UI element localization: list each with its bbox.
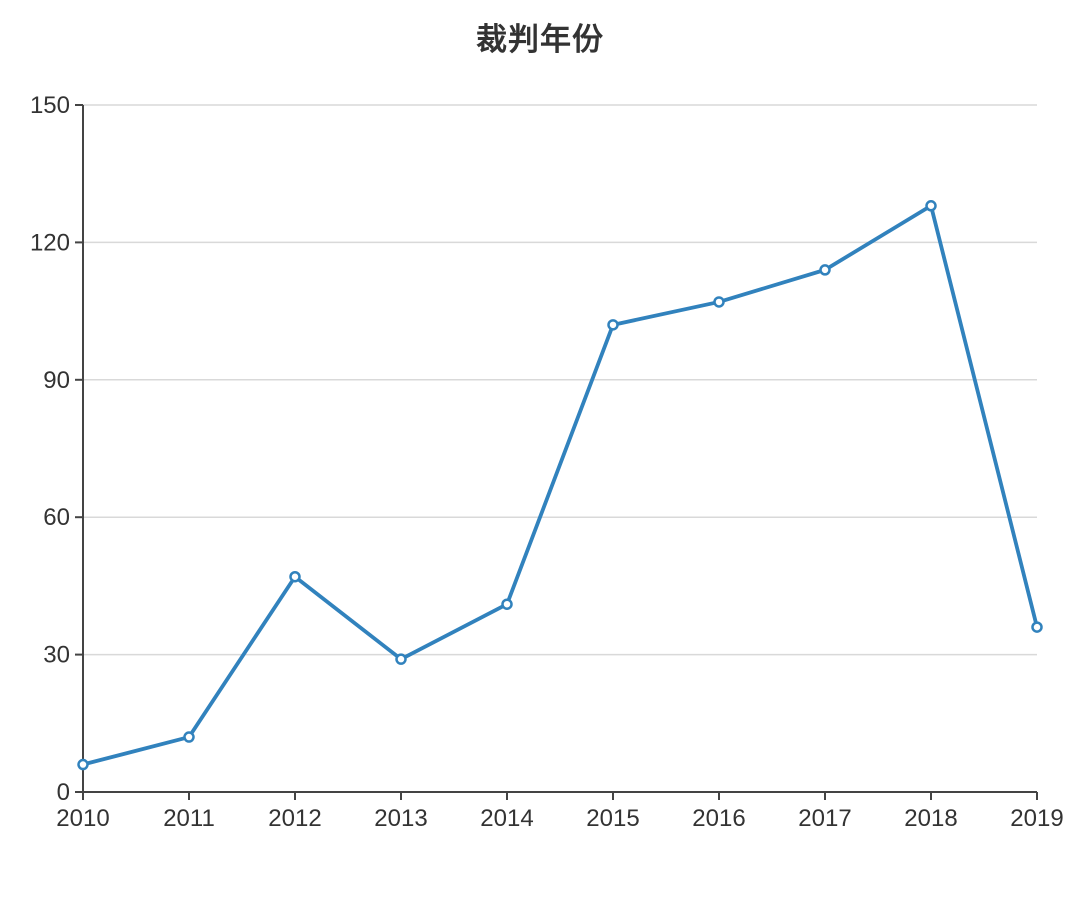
data-point-2014[interactable] [501, 598, 513, 610]
x-tick-label: 2012 [268, 805, 321, 832]
y-tick-label: 30 [43, 642, 70, 669]
y-tick-label: 0 [57, 779, 70, 806]
y-tick-label: 60 [43, 504, 70, 531]
data-point-2016[interactable] [713, 296, 725, 308]
x-tick-label: 2016 [692, 805, 745, 832]
data-point-2013[interactable] [395, 653, 407, 665]
y-tick-label: 120 [30, 229, 70, 256]
x-tick-label: 2019 [1010, 805, 1063, 832]
data-point-2019[interactable] [1031, 621, 1043, 633]
x-tick-label: 2017 [798, 805, 851, 832]
data-line [81, 203, 1039, 767]
x-tick-label: 2010 [56, 805, 109, 832]
x-tick-label: 2018 [904, 805, 957, 832]
data-point-2010[interactable] [77, 758, 89, 771]
y-tick-label: 90 [43, 367, 70, 394]
data-point-2011[interactable] [183, 731, 195, 743]
chart-title: 裁判年份 [476, 22, 604, 57]
data-point-2017[interactable] [819, 264, 831, 276]
x-tick-label: 2014 [480, 805, 533, 832]
x-tick-label: 2015 [586, 805, 639, 832]
data-point-2012[interactable] [289, 570, 301, 583]
data-point-2018[interactable] [925, 200, 937, 212]
data-point-2015[interactable] [607, 319, 619, 331]
x-tick-label: 2011 [163, 805, 215, 832]
x-tick-label: 2013 [374, 805, 427, 832]
y-tick-label: 150 [30, 92, 70, 119]
